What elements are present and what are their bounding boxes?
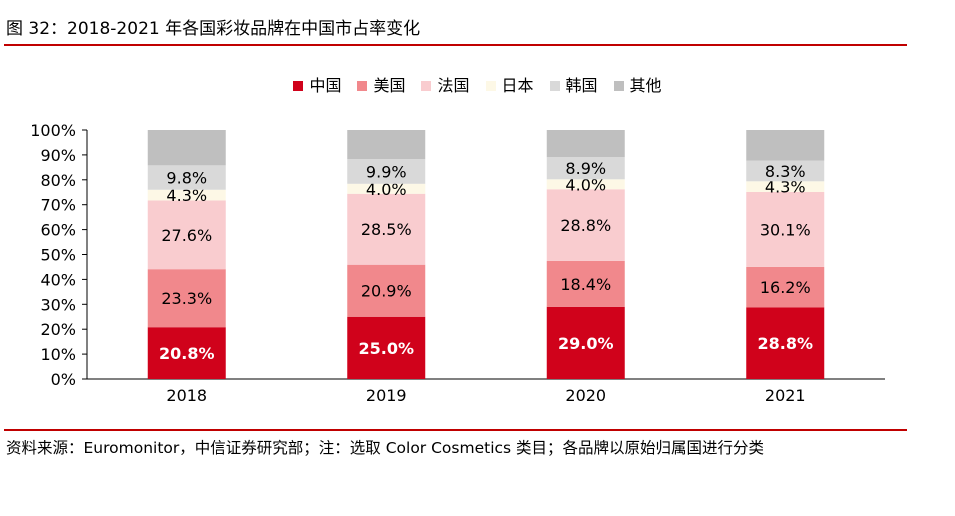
data-label: 20.9% <box>361 282 412 301</box>
data-label: 4.3% <box>765 178 806 197</box>
source-note: 资料来源：Euromonitor，中信证券研究部；注：选取 Color Cosm… <box>6 439 765 457</box>
x-tick-label: 2021 <box>765 386 806 405</box>
legend-label-china: 中国 <box>309 76 342 95</box>
legend-item-korea: 韩国 <box>549 75 598 97</box>
legend-item-france: 法国 <box>421 75 470 97</box>
data-label: 20.8% <box>159 344 215 363</box>
y-tick-label: 70% <box>40 196 76 215</box>
bar-segment-2020-2 <box>546 189 625 261</box>
y-tick-label: 10% <box>40 345 76 364</box>
data-label: 25.0% <box>358 339 414 358</box>
data-label: 4.3% <box>166 186 207 205</box>
legend-label-other: 其他 <box>629 76 662 95</box>
bar-segment-2021-5 <box>746 130 825 161</box>
bar-segment-2021-0 <box>746 307 825 379</box>
y-tick-label: 90% <box>40 146 76 165</box>
data-label: 23.3% <box>161 289 212 308</box>
bar-segment-2021-1 <box>746 266 825 308</box>
bar-segment-2019-2 <box>347 193 426 265</box>
y-tick-label: 100% <box>30 121 76 140</box>
legend-label-korea: 韩国 <box>565 76 598 95</box>
data-label: 16.2% <box>760 278 811 297</box>
bar-segment-2018-1 <box>147 269 226 328</box>
legend-item-japan: 日本 <box>485 75 534 97</box>
bar-segment-2020-5 <box>546 130 625 158</box>
data-label: 18.4% <box>560 275 611 294</box>
x-tick-label: 2020 <box>565 386 606 405</box>
legend-swatch-usa <box>357 81 368 91</box>
legend-item-other: 其他 <box>613 75 662 97</box>
data-label: 27.6% <box>161 226 212 245</box>
data-label: 4.0% <box>565 175 606 194</box>
y-tick-label: 50% <box>40 246 76 265</box>
legend-label-japan: 日本 <box>501 76 534 95</box>
legend-swatch-france <box>421 81 432 91</box>
bar-segment-2020-3 <box>546 179 625 190</box>
bar-segment-2020-1 <box>546 260 625 307</box>
title-rule <box>4 44 907 46</box>
legend-swatch-other <box>613 81 624 91</box>
legend-swatch-japan <box>485 81 496 91</box>
data-label: 9.9% <box>366 162 407 181</box>
x-tick-label: 2018 <box>166 386 207 405</box>
data-label: 28.8% <box>757 334 813 353</box>
bar-segment-2019-1 <box>347 264 426 317</box>
data-label: 8.9% <box>565 159 606 178</box>
data-label: 30.1% <box>760 220 811 239</box>
bar-segment-2019-0 <box>347 316 426 379</box>
legend-swatch-korea <box>549 81 560 91</box>
y-tick-label: 80% <box>40 171 76 190</box>
y-tick-label: 0% <box>51 370 76 389</box>
data-label: 28.8% <box>560 216 611 235</box>
bar-segment-2021-4 <box>746 160 825 182</box>
y-tick-label: 20% <box>40 320 76 339</box>
bar-segment-2019-4 <box>347 159 426 184</box>
figure-title: 图 32：2018-2021 年各国彩妆品牌在中国市占率变化 <box>6 19 421 39</box>
data-label: 28.5% <box>361 220 412 239</box>
bar-segment-2019-5 <box>347 130 426 160</box>
x-tick-label: 2019 <box>366 386 407 405</box>
data-label: 29.0% <box>558 334 614 353</box>
source-rule <box>4 429 907 431</box>
bar-segment-2019-3 <box>347 183 426 194</box>
data-label: 9.8% <box>166 169 207 188</box>
bar-segment-2018-3 <box>147 189 226 201</box>
bar-segment-2020-4 <box>546 157 625 180</box>
bar-segment-2020-0 <box>546 306 625 379</box>
legend-swatch-china <box>293 81 304 91</box>
bar-segment-2018-4 <box>147 165 226 190</box>
y-tick-label: 60% <box>40 221 76 240</box>
legend-label-usa: 美国 <box>373 76 406 95</box>
bar-segment-2021-3 <box>746 181 825 193</box>
bar-segment-2018-2 <box>147 200 226 270</box>
bar-segment-2021-2 <box>746 192 825 267</box>
chart-legend: 中国 美国 法国 日本 韩国 其他 <box>0 75 955 97</box>
bar-segment-2018-5 <box>147 130 226 166</box>
y-tick-label: 40% <box>40 270 76 289</box>
bar-segment-2018-0 <box>147 327 226 379</box>
legend-label-france: 法国 <box>437 76 470 95</box>
legend-item-usa: 美国 <box>357 75 405 97</box>
data-label: 4.0% <box>366 180 407 199</box>
legend-item-china: 中国 <box>293 75 341 97</box>
data-label: 8.3% <box>765 162 806 181</box>
y-tick-label: 30% <box>40 295 76 314</box>
